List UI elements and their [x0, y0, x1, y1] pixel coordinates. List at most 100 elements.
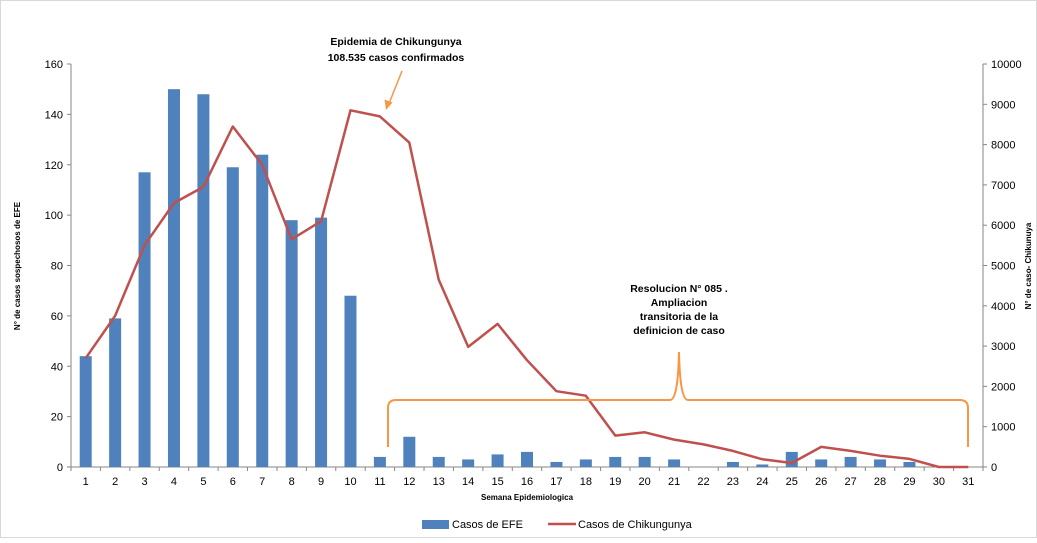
x-tick-label: 29 [903, 476, 915, 488]
x-tick-label: 14 [462, 476, 474, 488]
epidemic-annotation: Epidemia de Chikungunya 108.535 casos co… [328, 36, 465, 110]
y2-tick-label: 0 [991, 462, 997, 474]
x-tick-label: 1 [83, 476, 89, 488]
efe-bar [756, 464, 769, 467]
epidemic-annotation-line-2: 108.535 casos confirmados [328, 52, 465, 64]
x-tick-label: 4 [171, 476, 177, 488]
efe-bar [874, 459, 887, 467]
x-tick-label: 28 [874, 476, 886, 488]
y2-ticks: 0 1000 2000 3000 4000 5000 6000 7000 8000 9000 100… [983, 59, 1022, 474]
efe-bar [815, 459, 828, 467]
y-tick-label: 60 [51, 311, 63, 323]
x-tick-label: 12 [403, 476, 415, 488]
x-tick-label: 5 [200, 476, 206, 488]
resolution-annotation-line-4: definicion de caso [633, 325, 725, 337]
y-tick-label: 160 [45, 59, 63, 71]
y-tick-label: 0 [57, 462, 63, 474]
x-tick-label: 7 [259, 476, 265, 488]
efe-bar [167, 89, 180, 467]
y-tick-label: 40 [51, 361, 63, 373]
resolution-annotation-line-2: Ampliacion [651, 297, 708, 309]
x-tick-label: 25 [786, 476, 798, 488]
efe-bar [844, 456, 857, 467]
efe-bar [491, 454, 504, 467]
x-tick-label: 27 [844, 476, 856, 488]
y2-tick-label: 4000 [991, 301, 1015, 313]
efe-bar [373, 456, 386, 467]
x-tick-label: 6 [230, 476, 236, 488]
x-tick-label: 9 [318, 476, 324, 488]
resolution-annotation-line-3: transitoria de la [640, 311, 718, 323]
efe-bar [579, 459, 592, 467]
efe-bar [79, 356, 92, 467]
epidemic-annotation-line-1: Epidemia de Chikungunya [330, 36, 461, 48]
epidemic-arrow-head [384, 99, 393, 110]
y-tick-label: 100 [45, 210, 63, 222]
x-tick-label: 20 [639, 476, 651, 488]
chikungunya-line-group [84, 109, 969, 469]
y-ticks: 0 20 40 60 80 100 120 140 160 [45, 59, 71, 474]
y2-tick-label: 3000 [991, 341, 1015, 353]
legend: Casos de EFE Casos de Chikungunya [422, 519, 693, 531]
efe-bar [226, 167, 239, 468]
efe-bar [638, 456, 651, 467]
efe-bar [197, 94, 210, 467]
x-tick-label: 19 [609, 476, 621, 488]
efe-bar [432, 456, 445, 467]
efe-bar [903, 461, 916, 467]
efe-bar [138, 172, 151, 467]
x-tick-label: 2 [112, 476, 118, 488]
efe-bar [609, 456, 622, 467]
y-tick-label: 20 [51, 412, 63, 424]
y-axis-title: N° de casos sospechosos de EFE [13, 201, 22, 330]
x-tick-label: 21 [668, 476, 680, 488]
chikungunya-line [84, 109, 969, 469]
y2-axis-title: N° de caso- Chikunuya [1024, 222, 1033, 309]
efe-bar [726, 461, 739, 467]
resolution-annotation-line-1: Resolucion N° 085 . [630, 283, 728, 295]
efe-bar [109, 318, 122, 467]
y-tick-label: 80 [51, 261, 63, 273]
resolution-brace [387, 351, 969, 447]
y2-tick-label: 5000 [991, 261, 1015, 273]
x-tick-label: 18 [580, 476, 592, 488]
y2-tick-label: 7000 [991, 180, 1015, 192]
x-ticks: 1 2 3 4 5 6 7 8 9 10 11 12 13 14 15 16 17 18 19 20 21 22 23 24 2… [70, 467, 984, 488]
y2-tick-label: 1000 [991, 422, 1015, 434]
efe-bars [79, 89, 916, 468]
efe-bar [285, 220, 298, 467]
x-tick-label: 31 [962, 476, 974, 488]
legend-label-efe: Casos de EFE [452, 519, 523, 531]
x-tick-label: 24 [756, 476, 768, 488]
efe-bar [315, 217, 328, 467]
x-tick-label: 15 [491, 476, 503, 488]
efe-bar [550, 461, 563, 467]
legend-label-chikungunya: Casos de Chikungunya [578, 519, 693, 531]
x-tick-label: 11 [374, 476, 385, 488]
resolution-annotation: Resolucion N° 085 . Ampliacion transitor… [387, 283, 969, 447]
efe-bar [256, 154, 269, 468]
efe-bar [462, 459, 475, 467]
y2-tick-label: 6000 [991, 220, 1015, 232]
x-tick-label: 17 [550, 476, 562, 488]
efe-bar [521, 451, 533, 467]
epidemic-arrow-shaft [387, 70, 403, 107]
x-tick-label: 10 [344, 476, 356, 488]
x-tick-label: 22 [697, 476, 709, 488]
efe-bar [668, 459, 681, 467]
x-tick-label: 23 [727, 476, 739, 488]
y2-tick-label: 9000 [991, 99, 1015, 111]
y-tick-label: 120 [45, 160, 63, 172]
y2-tick-label: 8000 [991, 140, 1015, 152]
x-tick-label: 30 [933, 476, 945, 488]
x-tick-label: 13 [433, 476, 445, 488]
efe-bar [344, 295, 357, 467]
x-tick-label: 16 [521, 476, 533, 488]
y-tick-label: 140 [45, 109, 63, 121]
efe-bar [403, 436, 416, 467]
x-tick-label: 8 [289, 476, 295, 488]
x-axis-title: Semana Epidemiologica [481, 493, 574, 502]
x-tick-label: 26 [815, 476, 827, 488]
